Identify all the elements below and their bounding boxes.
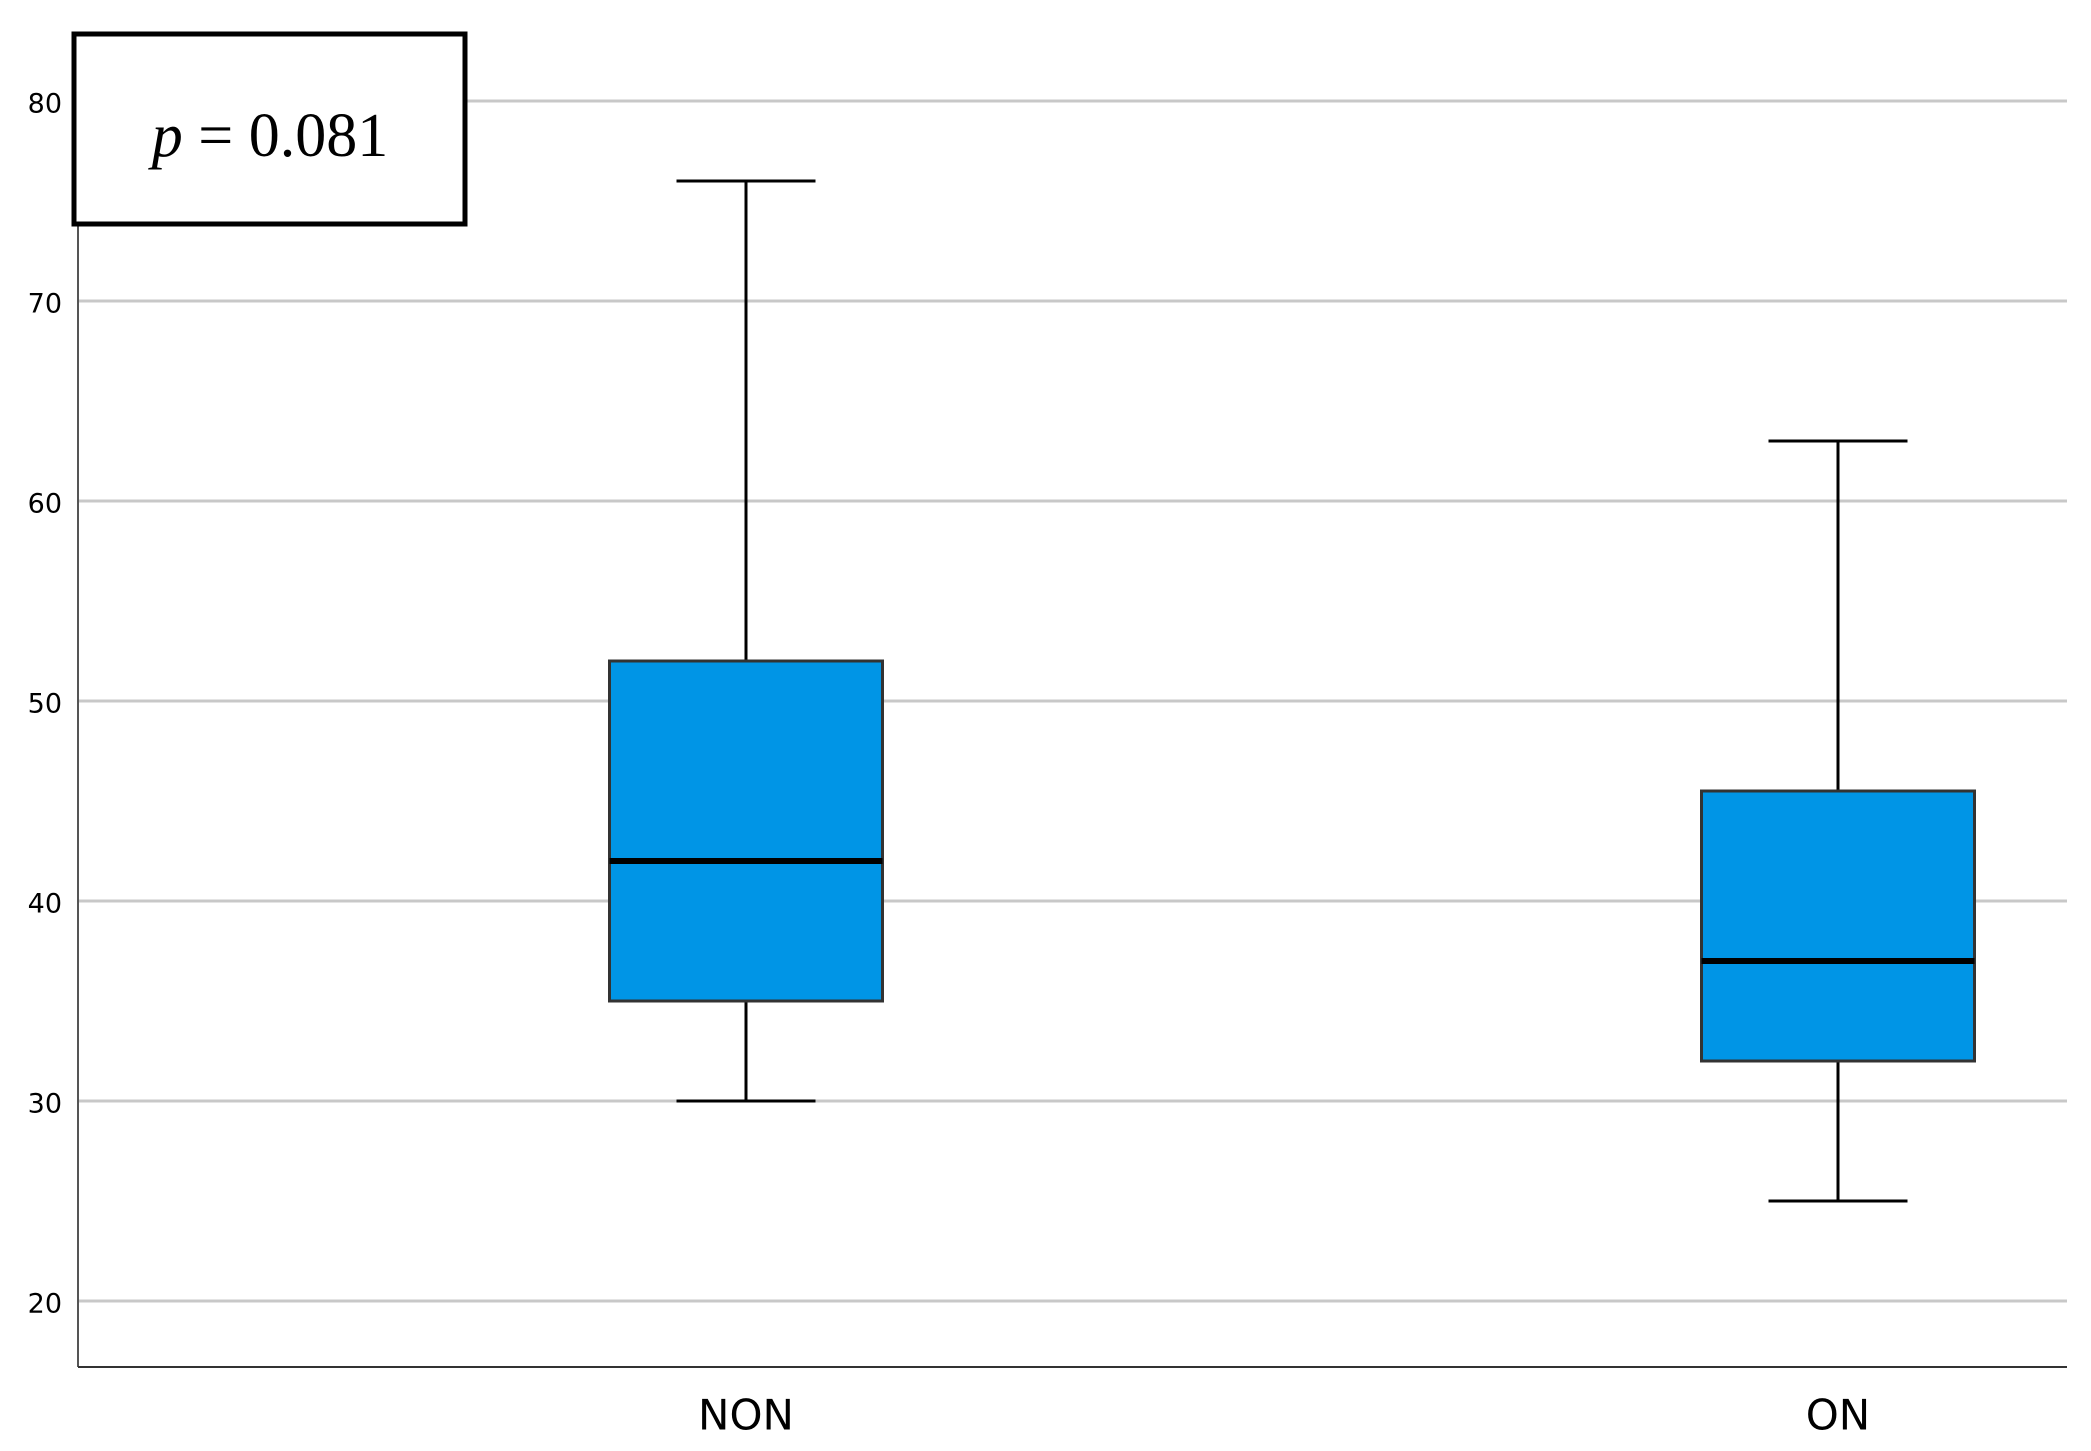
annotation-text: = 0.081 (198, 102, 388, 170)
x-tick-label: ON (1806, 1391, 1870, 1440)
y-tick-label: 80 (28, 89, 62, 120)
y-tick-label: 20 (28, 1289, 62, 1320)
annotation-symbol: p (148, 102, 183, 170)
box (1700, 789, 1976, 1063)
box (608, 659, 884, 1003)
annotation: p = 0.081 (148, 102, 388, 170)
annotation-box (71, 31, 468, 227)
y-tick-label: 50 (28, 689, 62, 720)
y-tick-label: 30 (28, 1089, 62, 1120)
x-tick-label: NON (698, 1391, 794, 1440)
y-tick-label: 60 (28, 489, 62, 520)
y-tick-label: 70 (28, 289, 62, 320)
y-tick-label: 40 (28, 889, 62, 920)
